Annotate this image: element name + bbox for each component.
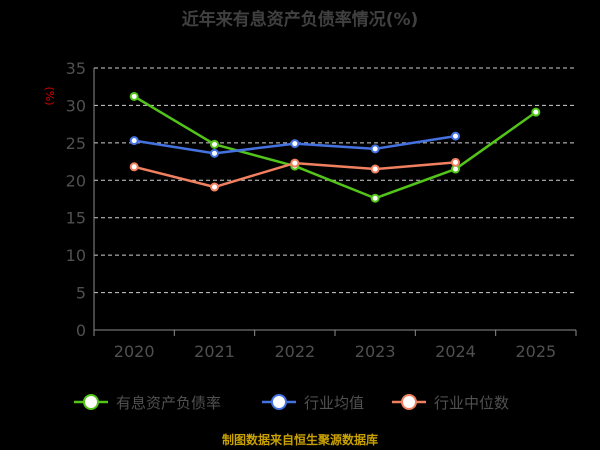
legend-marker: [401, 394, 417, 410]
y-axis-label: (%): [43, 86, 56, 105]
series-3: [129, 157, 460, 192]
x-tick-label: 2020: [114, 342, 155, 361]
legend-label: 行业中位数: [434, 394, 509, 412]
series-2: [129, 131, 460, 158]
data-point: [290, 158, 300, 168]
legend-marker: [271, 394, 287, 410]
data-point: [370, 193, 380, 203]
legend-marker: [83, 394, 99, 410]
series-1: [129, 91, 541, 203]
data-point: [210, 139, 219, 149]
data-point: [129, 91, 139, 101]
legend-item-1: 有息资产负债率: [74, 394, 221, 412]
data-point: [210, 148, 219, 158]
data-point: [210, 182, 219, 192]
x-tick-label: 2022: [274, 342, 315, 361]
y-tick-label: 0: [76, 321, 86, 340]
legend: 有息资产负债率 行业均值 行业中位数: [74, 394, 509, 412]
data-point: [451, 157, 460, 167]
y-tick-label: 25: [66, 134, 86, 153]
data-point: [129, 162, 139, 172]
data-point: [370, 144, 380, 154]
data-point: [129, 136, 139, 146]
legend-item-3: 行业中位数: [392, 394, 509, 412]
source-note: 制图数据来自恒生聚源数据库: [222, 432, 378, 447]
y-tick-label: 30: [66, 96, 86, 115]
legend-label: 行业均值: [304, 394, 364, 412]
grid-layer: [94, 67, 576, 294]
x-tick-label: 2025: [515, 342, 556, 361]
legend-label: 有息资产负债率: [116, 394, 221, 412]
series-layer: [129, 91, 541, 203]
data-point: [290, 139, 300, 149]
x-tick-label: 2024: [435, 342, 476, 361]
y-tick-label: 5: [76, 284, 86, 303]
y-tick-label: 20: [66, 171, 86, 190]
data-point: [370, 164, 380, 174]
y-tick-label: 10: [66, 246, 86, 265]
y-tick-label: 15: [66, 209, 86, 228]
legend-item-2: 行业均值: [262, 394, 364, 412]
x-tick-label: 2021: [194, 342, 235, 361]
data-point: [531, 107, 541, 117]
data-point: [451, 131, 460, 141]
chart-title: 近年来有息资产负债率情况(%): [182, 9, 419, 30]
series-line: [133, 95, 537, 200]
x-tick-label: 2023: [355, 342, 396, 361]
y-tick-label: 35: [66, 59, 86, 78]
